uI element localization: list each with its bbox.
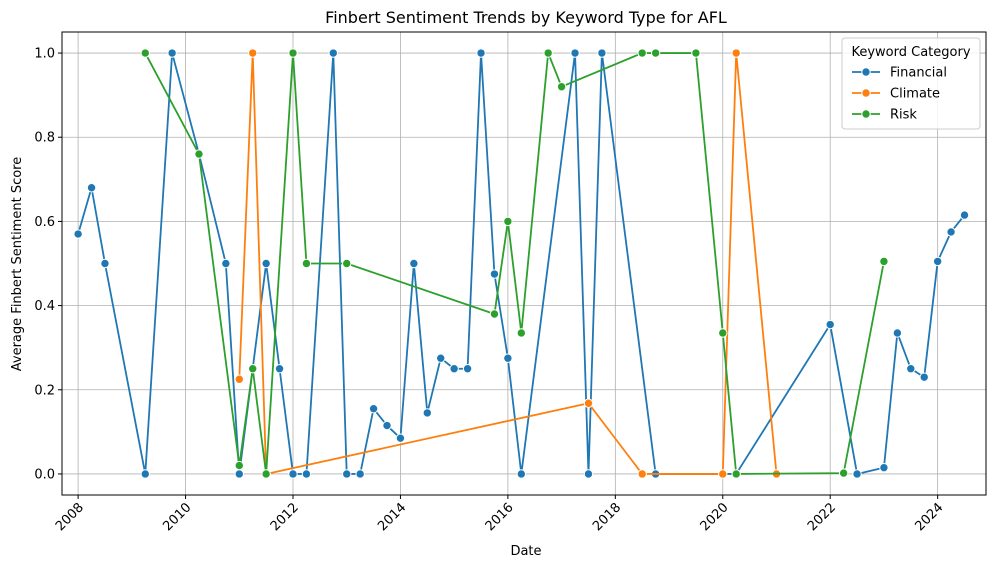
legend: Keyword Category Financial Climate Risk (841, 37, 981, 130)
data-point-financial (328, 48, 338, 58)
data-point-risk (489, 309, 500, 319)
y-tick-label: 0.8 (34, 131, 55, 146)
legend-swatch-marker-risk (861, 109, 871, 119)
legend-label-risk: Risk (890, 108, 917, 123)
data-point-financial (288, 469, 298, 479)
data-point-risk (342, 258, 352, 269)
data-point-financial (516, 469, 527, 479)
data-point-risk (288, 48, 298, 58)
data-point-risk (248, 364, 258, 374)
data-point-financial (382, 420, 392, 431)
legend-swatch-marker-climate (861, 88, 871, 98)
data-point-risk (140, 48, 150, 58)
data-point-climate (248, 48, 258, 58)
y-tick-label: 0.4 (34, 299, 55, 314)
data-point-financial (449, 364, 459, 374)
chart-title: Finbert Sentiment Trends by Keyword Type… (325, 8, 727, 27)
legend-swatch-marker-financial (861, 67, 871, 77)
data-point-risk (516, 328, 527, 338)
data-point-financial (825, 319, 835, 330)
data-point-risk (556, 82, 567, 92)
series-financial (73, 48, 970, 479)
data-point-climate (637, 469, 647, 479)
data-point-financial (86, 183, 97, 193)
data-point-financial (892, 328, 903, 338)
series-risk (140, 48, 889, 479)
data-point-financial (261, 258, 271, 269)
data-point-climate (718, 469, 728, 479)
data-point-risk (691, 48, 701, 58)
data-point-climate (731, 48, 741, 58)
data-point-risk (234, 460, 244, 471)
data-point-financial (395, 433, 406, 443)
series-climate (234, 48, 782, 479)
data-point-financial (489, 269, 500, 279)
x-axis-label: Date (510, 544, 541, 559)
y-tick-label: 0.2 (34, 383, 55, 398)
data-point-financial (852, 469, 862, 479)
data-point-risk (503, 216, 513, 227)
data-point-financial (73, 229, 83, 239)
y-tick-label: 0.0 (34, 467, 55, 482)
series-line-climate (238, 52, 778, 475)
data-point-financial (409, 258, 419, 269)
data-point-financial (476, 48, 486, 58)
y-axis-label: Average Finbert Sentiment Score (10, 157, 25, 371)
data-point-financial (342, 469, 352, 479)
data-point-financial (422, 408, 432, 418)
y-tick-label: 1.0 (34, 47, 55, 62)
data-point-risk (637, 48, 647, 58)
data-point-financial (301, 469, 312, 479)
data-point-financial (234, 469, 244, 479)
data-point-financial (436, 353, 446, 363)
data-point-climate (234, 374, 244, 384)
data-point-risk (879, 256, 889, 267)
plot-frame (61, 31, 987, 496)
data-point-risk (718, 328, 728, 338)
data-point-risk (194, 149, 204, 159)
data-point-risk (650, 48, 661, 58)
data-point-climate (583, 398, 594, 408)
data-point-financial (368, 404, 379, 414)
series-layer (73, 48, 970, 479)
data-point-financial (570, 48, 580, 58)
data-point-financial (879, 462, 889, 473)
data-point-financial (100, 258, 110, 269)
data-point-financial (221, 258, 231, 269)
data-point-financial (597, 48, 607, 58)
data-point-financial (503, 353, 513, 363)
data-point-financial (946, 227, 956, 237)
legend-label-climate: Climate (890, 87, 940, 102)
data-point-financial (919, 372, 929, 382)
data-point-financial (274, 364, 285, 374)
data-point-financial (140, 469, 150, 479)
data-point-risk (261, 469, 271, 479)
series-line-risk (144, 52, 885, 475)
legend-title: Keyword Category (851, 45, 970, 60)
data-point-financial (355, 469, 365, 479)
data-point-financial (167, 48, 177, 58)
legend-box (841, 37, 981, 130)
data-point-risk (543, 48, 553, 58)
data-point-financial (959, 210, 970, 220)
data-point-risk (301, 258, 312, 269)
data-point-financial (932, 256, 943, 267)
y-tick-label: 0.6 (34, 215, 55, 230)
data-point-financial (462, 364, 473, 374)
data-point-risk (838, 468, 849, 478)
data-point-risk (731, 469, 741, 479)
legend-label-financial: Financial (890, 66, 947, 81)
data-point-financial (906, 364, 916, 374)
data-point-financial (583, 469, 594, 479)
